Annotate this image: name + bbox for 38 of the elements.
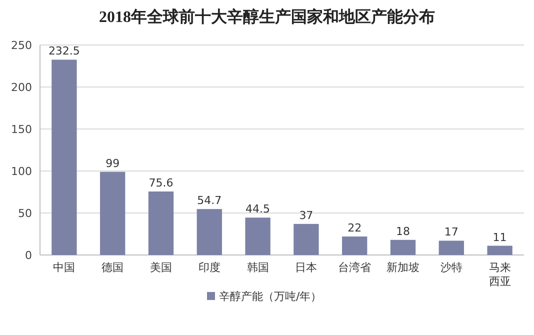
data-label: 99 — [106, 156, 120, 170]
data-label: 18 — [396, 224, 410, 238]
bar — [342, 236, 368, 255]
data-label: 22 — [348, 222, 362, 235]
bar — [196, 209, 222, 255]
data-label: 11 — [492, 230, 507, 244]
x-tick-label: 沙特 — [440, 261, 462, 274]
bar — [245, 218, 270, 255]
y-tick-label: 200 — [11, 81, 32, 94]
x-tick-label: 中国 — [53, 261, 76, 274]
bar — [52, 60, 77, 255]
x-tick-label: 马来西亚 — [488, 261, 511, 288]
x-tick-label: 日本 — [295, 261, 318, 274]
x-tick-label: 德国 — [102, 261, 124, 274]
x-tick-label: 新加坡 — [386, 261, 420, 274]
x-tick-label: 美国 — [150, 261, 172, 274]
data-label: 75.6 — [148, 176, 174, 190]
y-tick-label: 250 — [11, 39, 32, 52]
y-tick-label: 150 — [11, 123, 32, 136]
x-tick-label: 韩国 — [246, 261, 269, 274]
x-tick-label: 印度 — [198, 261, 220, 274]
y-tick-label: 100 — [11, 165, 32, 178]
legend-label: 辛醇产能（万吨/年） — [219, 290, 322, 303]
y-tick-label: 50 — [18, 207, 32, 220]
data-label: 17 — [444, 226, 458, 239]
x-tick-label: 台湾省 — [338, 261, 372, 274]
bar — [390, 240, 416, 255]
bar — [148, 191, 174, 255]
data-label: 37 — [299, 208, 314, 222]
chart-title: 2018年全球前十大辛醇生产国家和地区产能分布 — [99, 7, 435, 26]
bar — [100, 172, 126, 255]
bar — [487, 246, 512, 255]
data-label: 232.5 — [48, 44, 80, 58]
bar — [294, 224, 319, 255]
y-tick-label: 0 — [25, 249, 32, 262]
data-label: 44.5 — [246, 202, 270, 216]
data-label: 54.7 — [197, 194, 222, 208]
bar — [438, 240, 464, 255]
